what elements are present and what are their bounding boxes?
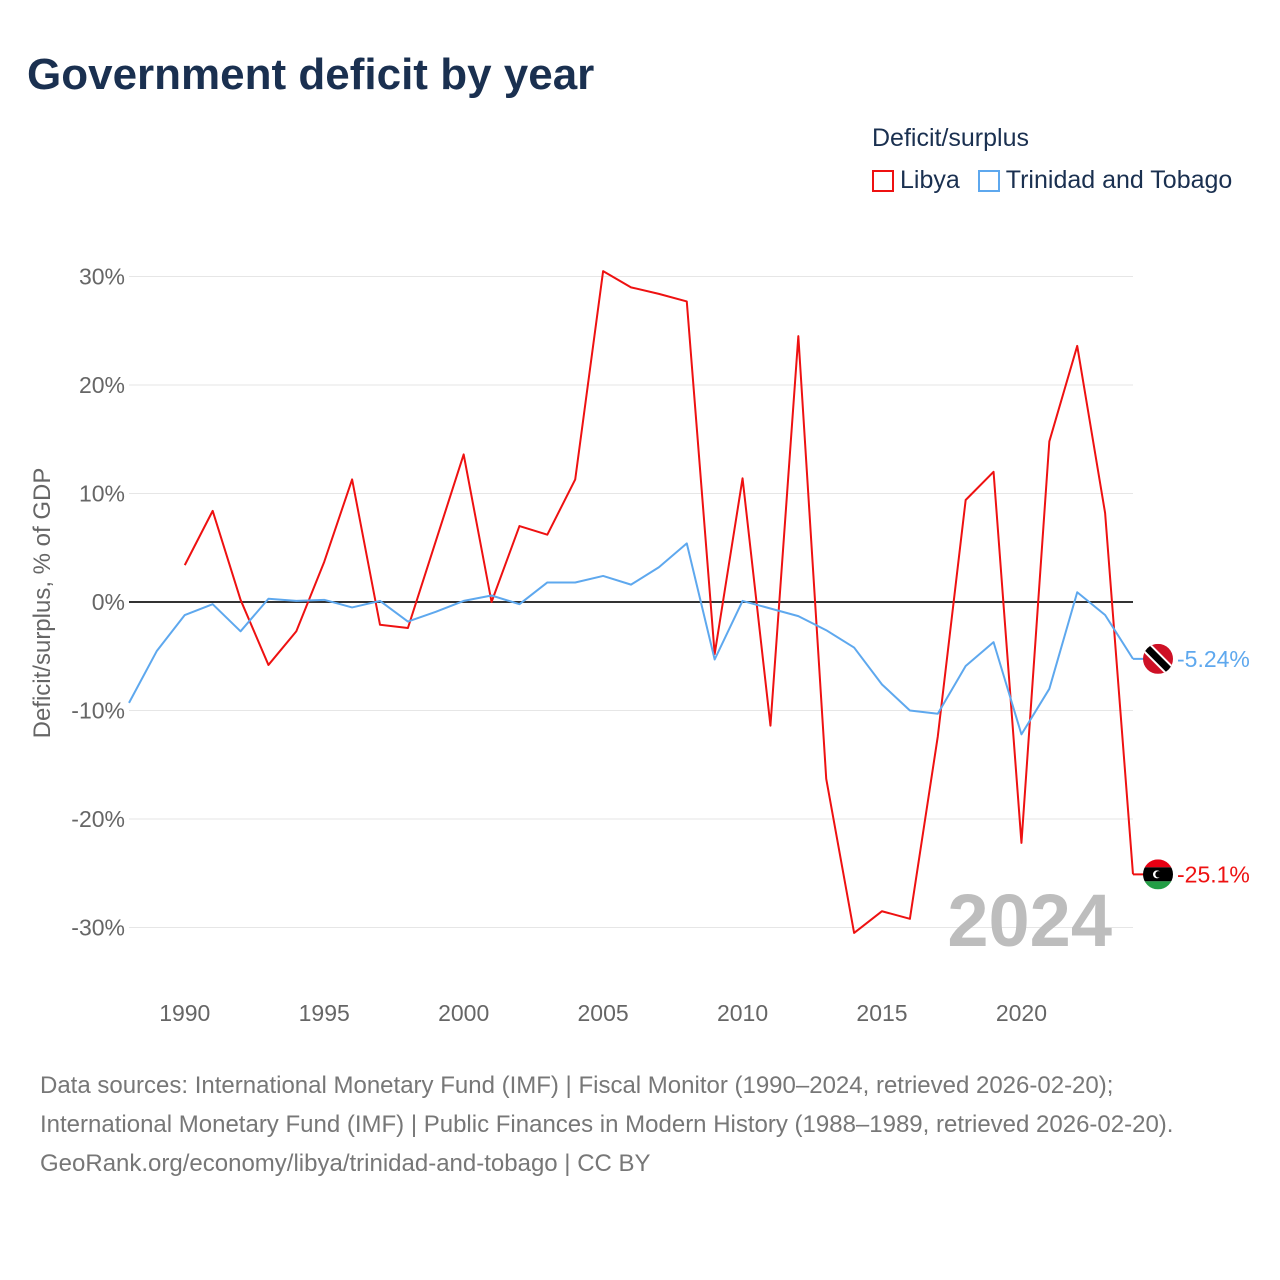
flag-body: [1143, 859, 1173, 890]
x-tick-label: 2000: [438, 1000, 489, 1026]
legend: Libya Trinidad and Tobago: [872, 166, 1232, 195]
year-watermark: 2024: [947, 879, 1112, 962]
x-tick-label: 2020: [996, 1000, 1047, 1026]
x-tick-label: 1990: [159, 1000, 210, 1026]
x-tick-label: 2005: [578, 1000, 629, 1026]
flag-band-black: [1143, 643, 1173, 674]
y-tick-label: 0%: [92, 589, 125, 615]
data-sources: Data sources: International Monetary Fun…: [40, 1072, 1174, 1138]
x-tick-label: 1995: [299, 1000, 350, 1026]
legend-swatch-libya: [872, 169, 894, 192]
legend-title: Deficit/surplus: [872, 124, 1029, 152]
legend-label-trinidad: Trinidad and Tobago: [1005, 166, 1233, 194]
flag-crescent-cut: [1155, 871, 1162, 878]
legend-swatch-trinidad: [977, 169, 1000, 192]
flag-stripe-red: [1143, 859, 1173, 868]
series-line-libya: [183, 270, 1134, 934]
y-tick-label: -20%: [71, 806, 125, 832]
y-tick-label: 30%: [79, 264, 125, 290]
series-line-trinidad: [128, 542, 1134, 736]
credit-link[interactable]: GeoRank.org/economy/libya/trinidad-and-t…: [40, 1150, 651, 1177]
chart-title: Government deficit by year: [27, 50, 595, 99]
x-tick-label: 2015: [856, 1000, 907, 1026]
y-tick-label: -30%: [71, 915, 125, 941]
flag-trinidad-icon: [1143, 643, 1173, 674]
end-label-libya: -25.1%: [1177, 861, 1250, 887]
legend-label-libya: Libya: [900, 166, 960, 194]
end-label-trinidad: -5.24%: [1177, 646, 1250, 672]
y-tick-label: 20%: [79, 372, 125, 398]
flag-libya-icon: [1143, 859, 1173, 890]
flag-stripe-green: [1143, 881, 1173, 890]
y-axis-label: Deficit/surplus, % of GDP: [29, 468, 56, 739]
x-tick-label: 2010: [717, 1000, 768, 1026]
legend-item-libya[interactable]: Libya: [872, 166, 960, 195]
footer: Data sources: International Monetary Fun…: [40, 1066, 1240, 1183]
y-tick-label: -10%: [71, 698, 125, 724]
legend-item-trinidad[interactable]: Trinidad and Tobago: [977, 166, 1233, 195]
y-tick-label: 10%: [79, 481, 125, 507]
flag-body: [1143, 643, 1173, 674]
